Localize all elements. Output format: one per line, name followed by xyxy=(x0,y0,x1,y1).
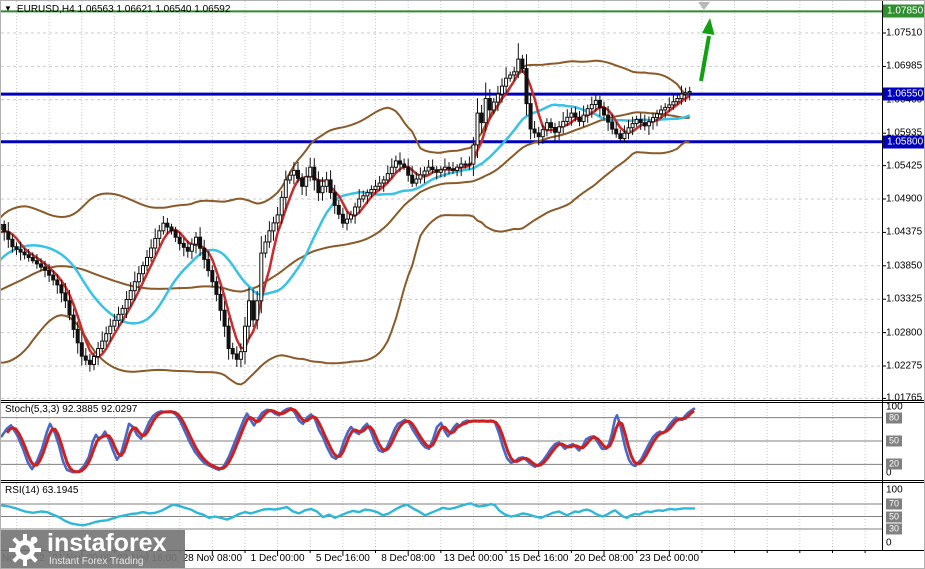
rsi-line xyxy=(1,502,695,527)
time-axis-label: 5 Dec 16:00 xyxy=(315,553,370,564)
time-axis-label: 8 Dec 08:00 xyxy=(381,553,436,564)
horizontal-levels[interactable] xyxy=(1,10,882,144)
ma-slow-line xyxy=(1,103,691,325)
time-axis-label: 13 Dec 00:00 xyxy=(443,553,504,564)
rsi-level-badge: 30 xyxy=(886,523,903,535)
panel-borders xyxy=(1,1,924,556)
price-tick-label: 1.04375 xyxy=(886,226,923,238)
rsi-level-badge: 50 xyxy=(886,511,903,522)
rsi-indicator-label: RSI(14) 63.1945 xyxy=(5,485,79,496)
stoch-level-badge: 20 xyxy=(886,458,903,470)
stoch-indicator-label: Stoch(5,3,3) 92.3885 92.0297 xyxy=(5,404,138,415)
rsi-panel[interactable] xyxy=(1,502,882,530)
instaforex-gear-icon xyxy=(9,534,41,566)
time-axis-label: 20 Dec 08:00 xyxy=(574,553,634,564)
time-axis-label: 1 Dec 00:00 xyxy=(250,553,305,564)
rsi-level-badge: 70 xyxy=(886,498,903,510)
grid xyxy=(1,1,882,550)
stoch-scale-label: 100 xyxy=(886,401,903,413)
time-axis-label: 15 Dec 16:00 xyxy=(508,553,569,564)
chart-title: EURUSD,H4 1.06563 1.06621 1.06540 1.0659… xyxy=(16,3,231,15)
bollinger-lower-band xyxy=(1,140,690,386)
price-tick-label: 1.02800 xyxy=(886,327,923,339)
logo-brand-text: instaforex xyxy=(47,529,167,557)
price-tick-label: 1.01765 xyxy=(886,392,923,404)
stoch-level-badge: 80 xyxy=(886,412,903,424)
main-panel[interactable] xyxy=(1,43,692,386)
bollinger-middle-band xyxy=(1,111,690,293)
price-tick-label: 1.06985 xyxy=(886,60,923,72)
logo-tagline-text: Instant Forex Trading xyxy=(49,556,144,567)
price-level-badge: 1.07850 xyxy=(883,4,924,18)
time-axis-label: 28 Nov 08:00 xyxy=(182,553,243,564)
rsi-scale-label: 0 xyxy=(886,537,892,549)
stoch-level-badge: 50 xyxy=(886,435,903,447)
rsi-scale-label: 100 xyxy=(886,484,903,496)
price-tick-label: 1.02275 xyxy=(886,360,923,372)
up-arrow-annotation[interactable] xyxy=(699,18,715,82)
price-tick-label: 1.03325 xyxy=(886,293,923,305)
stoch-panel[interactable] xyxy=(1,406,882,474)
price-tick-label: 1.07510 xyxy=(886,27,923,39)
chart-title-bar: ▼ EURUSD,H4 1.06563 1.06621 1.06540 1.06… xyxy=(4,2,230,16)
ma-fast-line xyxy=(1,68,691,359)
stoch-k-line xyxy=(1,406,696,474)
price-tick-label: 1.04900 xyxy=(886,193,923,205)
candles xyxy=(1,43,692,372)
instaforex-logo: instaforex Instant Forex Trading xyxy=(1,529,185,568)
time-axis-label: 23 Dec 00:00 xyxy=(639,553,700,564)
stoch-d-line xyxy=(5,407,695,474)
price-level-badge: 1.06550 xyxy=(883,87,924,101)
price-tick-label: 1.05935 xyxy=(886,127,923,139)
price-tick-label: 1.05425 xyxy=(886,160,923,172)
bollinger-upper-band xyxy=(1,59,691,219)
price-tick-label: 1.03850 xyxy=(886,260,923,272)
symbol-dropdown-icon[interactable]: ▼ xyxy=(4,4,12,13)
price-level-badge: 1.05800 xyxy=(883,135,924,149)
stoch-scale-label: 0 xyxy=(886,467,892,479)
chart-shift-marker-icon[interactable] xyxy=(698,2,710,10)
